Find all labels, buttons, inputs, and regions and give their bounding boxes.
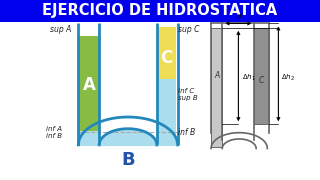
- Bar: [211, 28, 222, 147]
- Text: A: A: [214, 71, 220, 80]
- Polygon shape: [78, 117, 178, 145]
- FancyBboxPatch shape: [0, 0, 320, 22]
- Text: C: C: [259, 76, 264, 86]
- Text: C: C: [160, 49, 172, 67]
- Bar: [157, 115, 176, 146]
- Text: sup A: sup A: [50, 25, 71, 34]
- Text: inf A
inf B: inf A inf B: [46, 126, 62, 139]
- Bar: [157, 79, 176, 115]
- Bar: [79, 23, 99, 36]
- Bar: [254, 28, 269, 124]
- Text: Inf C
sup B: Inf C sup B: [178, 88, 197, 101]
- Text: inf B: inf B: [178, 128, 195, 137]
- Text: d: d: [237, 13, 241, 19]
- Text: EJERCICIO DE HIDROSTATICA: EJERCICIO DE HIDROSTATICA: [42, 3, 278, 18]
- Text: sup C: sup C: [178, 25, 199, 34]
- Bar: [79, 131, 99, 146]
- Text: $\Delta h_1$: $\Delta h_1$: [242, 72, 255, 82]
- Bar: [79, 36, 99, 131]
- Text: A: A: [83, 76, 95, 94]
- Bar: [157, 27, 176, 79]
- Text: $\Delta h_2$: $\Delta h_2$: [281, 72, 295, 82]
- Text: B: B: [121, 151, 135, 169]
